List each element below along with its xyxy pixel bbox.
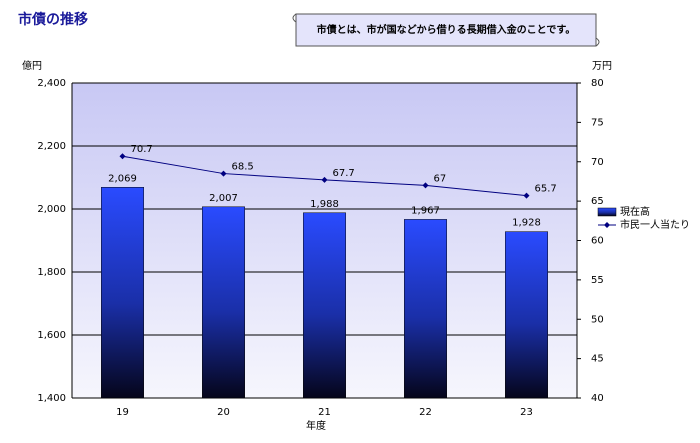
y2-tick-label: 65	[591, 196, 604, 207]
legend-label: 現在高	[620, 205, 650, 218]
y-axis-label: 億円	[22, 59, 42, 72]
x-axis-label: 年度	[306, 419, 326, 432]
y2-tick-label: 75	[591, 117, 604, 128]
legend-swatch	[597, 207, 617, 217]
y2-tick-label: 45	[591, 354, 604, 365]
y-tick-label: 1,600	[37, 330, 66, 341]
line-marker	[119, 153, 126, 160]
legend-label: 市民一人当たり	[620, 218, 690, 231]
bar-value-label: 1,928	[512, 218, 541, 229]
bar	[303, 212, 346, 399]
bar-value-label: 2,069	[108, 173, 137, 184]
x-tick-label: 23	[520, 407, 533, 418]
bar	[404, 219, 447, 399]
line-marker	[422, 182, 429, 189]
x-tick-label: 19	[116, 407, 129, 418]
line-marker	[220, 170, 227, 177]
line-marker	[523, 192, 530, 199]
bar	[101, 187, 144, 399]
bar	[505, 231, 548, 399]
bar-value-label: 1,988	[310, 199, 339, 210]
bar	[202, 206, 245, 399]
line-value-label: 65.7	[535, 184, 557, 195]
bar-value-label: 2,007	[209, 193, 238, 204]
line-marker	[321, 176, 328, 183]
y-tick-label: 2,200	[37, 141, 66, 152]
y-tick-label: 1,400	[37, 393, 66, 404]
banner-curl	[292, 13, 600, 47]
y2-tick-label: 80	[591, 78, 604, 89]
bar-value-label: 1,967	[411, 205, 440, 216]
line-value-label: 68.5	[232, 162, 254, 173]
line-value-label: 67	[434, 173, 447, 184]
line-value-label: 67.7	[333, 168, 355, 179]
y-tick-label: 2,400	[37, 78, 66, 89]
y2-tick-label: 60	[591, 236, 604, 247]
y2-tick-label: 55	[591, 275, 604, 286]
y2-tick-label: 40	[591, 393, 604, 404]
legend-marker	[604, 222, 610, 228]
x-tick-label: 20	[217, 407, 230, 418]
annotation: 市債とは、市が国などから借りる長期借入金のことです。	[317, 23, 576, 36]
y2-tick-label: 50	[591, 314, 604, 325]
x-tick-label: 21	[318, 407, 331, 418]
line-value-label: 70.7	[131, 144, 153, 155]
y-tick-label: 1,800	[37, 267, 66, 278]
x-tick-label: 22	[419, 407, 432, 418]
y2-tick-label: 70	[591, 157, 604, 168]
y2-axis-label: 万円	[592, 61, 612, 72]
chart-title: 市債の推移	[18, 11, 88, 28]
y-tick-label: 2,000	[37, 204, 66, 215]
